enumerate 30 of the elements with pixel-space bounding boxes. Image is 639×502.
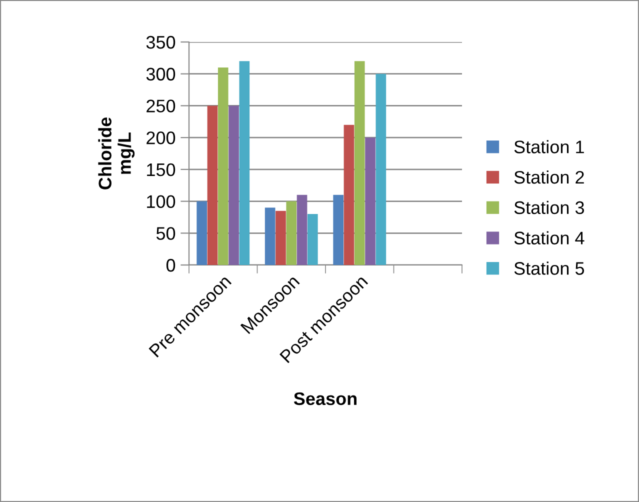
y-tick-label: 350 [146,36,176,49]
y-tick-label: 200 [146,132,176,144]
bar [344,124,354,265]
bar [376,74,386,265]
y-tick-label: 0 [166,258,176,272]
bar [286,201,297,265]
legend-label: Station 1 [514,140,584,154]
y-tick-label: 50 [156,227,176,240]
bar [264,208,276,265]
bar [228,106,239,265]
y-tick-label: 250 [146,100,176,112]
legend-label: Station 3 [514,200,584,214]
y-tick-label: 150 [147,163,176,176]
bar [239,61,250,265]
bar [308,214,318,265]
bar [276,210,286,265]
legend-label: Station 2 [514,170,584,184]
bar [207,106,218,265]
bar [333,194,344,265]
legend-label: Station 5 [514,262,584,275]
bar [218,67,228,265]
bar [354,61,365,265]
y-axis-title: Chloride mg/L [98,118,135,190]
x-axis-title: Season [294,392,356,406]
y-tick-label: 100 [147,195,176,208]
y-tick-label: 300 [146,68,176,81]
bar [365,138,376,265]
bar [196,201,207,265]
bar [296,194,308,265]
legend-label: Station 4 [514,231,584,244]
